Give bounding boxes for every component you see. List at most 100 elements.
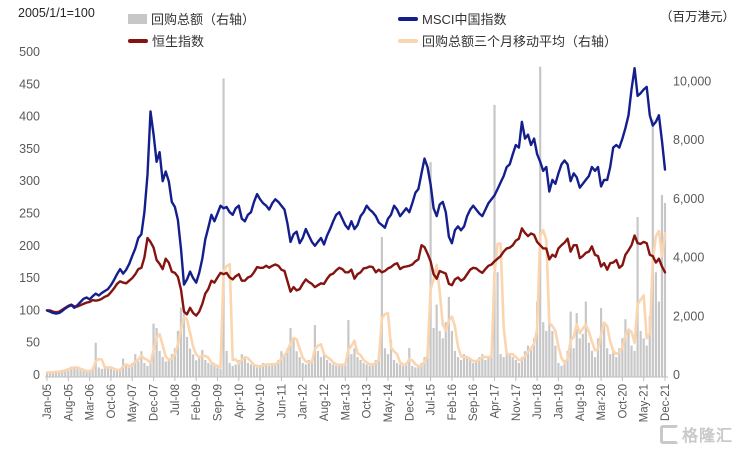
- buyback-bar: [213, 365, 216, 377]
- x-axis-tick-label: Aug-19: [575, 384, 587, 421]
- buyback-bar: [304, 364, 307, 377]
- buyback-bar: [402, 365, 405, 377]
- buyback-bar: [660, 195, 664, 377]
- buyback-bar: [322, 354, 326, 377]
- left-axis-tick-label: 300: [19, 174, 40, 188]
- buyback-bar: [259, 365, 262, 377]
- buyback-bar: [536, 301, 539, 377]
- buyback-bar: [100, 368, 103, 377]
- buyback-bar: [73, 367, 76, 377]
- x-axis-tick-label: May-21: [639, 384, 651, 422]
- buyback-bar: [106, 367, 109, 377]
- buyback-bar: [487, 357, 490, 377]
- buyback-bar: [280, 351, 283, 377]
- buyback-bar: [164, 361, 167, 377]
- buyback-bar: [198, 357, 201, 377]
- legend-item-buyback-ma: 回购总额三个月移动平均（右轴）: [398, 31, 617, 50]
- watermark: 格隆汇: [659, 422, 733, 446]
- x-axis-tick-label: Sep-16: [468, 384, 480, 421]
- x-axis-tick-label: Apr-17: [490, 384, 502, 419]
- buyback-bar: [173, 348, 176, 377]
- buyback-bar: [341, 365, 344, 377]
- buyback-bar: [462, 354, 466, 377]
- buyback-bar: [45, 371, 49, 377]
- buyback-bar: [627, 330, 630, 377]
- x-axis-tick-label: Jun-11: [276, 384, 288, 418]
- buyback-bar: [472, 362, 475, 377]
- buyback-bar: [51, 372, 55, 377]
- buyback-bar: [182, 313, 186, 377]
- buyback-bar: [298, 357, 301, 377]
- buyback-bar: [520, 357, 524, 377]
- buyback-bar: [170, 354, 173, 377]
- buyback-bar: [542, 322, 545, 377]
- buyback-bar: [97, 367, 100, 377]
- buyback-bar: [365, 364, 368, 377]
- buyback-bar: [493, 104, 496, 377]
- buyback-bar: [64, 369, 67, 377]
- x-axis-tick-label: Feb-16: [447, 384, 459, 420]
- buyback-bar: [125, 365, 128, 377]
- buyback-bar: [563, 360, 566, 377]
- buyback-bar: [277, 360, 280, 377]
- buyback-bar: [368, 365, 371, 377]
- legend-item-buyback: 回购总额（右轴）: [128, 9, 255, 28]
- buyback-bar: [55, 371, 58, 377]
- buyback-bar: [289, 328, 292, 377]
- buyback-bar: [118, 368, 122, 377]
- buyback-bar: [645, 345, 648, 377]
- left-axis-tick-label: 500: [19, 45, 40, 59]
- buyback-bar: [539, 66, 542, 378]
- buyback-bar: [167, 360, 170, 377]
- buyback-bar: [599, 308, 603, 377]
- legend-label: 恒生指数: [152, 34, 205, 49]
- buyback-bar: [161, 357, 164, 377]
- buyback-bar: [615, 357, 618, 377]
- buyback-bar: [435, 304, 438, 377]
- buyback-bar: [371, 362, 374, 377]
- x-axis-tick-label: Mar-20: [596, 384, 608, 420]
- buyback-bar: [432, 328, 435, 377]
- buyback-bar: [523, 351, 527, 377]
- buyback-bar: [554, 345, 557, 377]
- legend-item-msci: MSCI中国指数: [398, 9, 507, 28]
- buyback-bar: [621, 338, 624, 377]
- buyback-bar: [514, 360, 517, 377]
- buyback-bar: [566, 350, 569, 377]
- buyback-bar: [283, 354, 286, 377]
- buyback-bar: [606, 348, 609, 377]
- buyback-bar: [532, 338, 536, 377]
- buyback-bar: [335, 365, 338, 377]
- buyback-bar: [301, 362, 304, 377]
- buyback-bar: [271, 362, 274, 377]
- buyback-bar: [58, 371, 61, 377]
- x-axis-tick-label: Jun-18: [532, 384, 544, 419]
- x-axis-tick-label: Jan-12: [298, 384, 310, 419]
- buyback-bar: [450, 330, 453, 377]
- legend-label: 回购总额（右轴）: [151, 12, 256, 27]
- buyback-bar: [131, 362, 134, 377]
- buyback-bar: [85, 371, 88, 377]
- x-axis-tick-label: Feb-09: [191, 384, 203, 420]
- buyback-bar: [353, 348, 356, 377]
- buyback-bar: [329, 362, 332, 377]
- buyback-bar: [596, 338, 600, 377]
- buyback-bar: [447, 296, 450, 377]
- x-axis-tick-label: Mar-06: [85, 384, 97, 420]
- x-axis-tick-label: May-14: [383, 383, 395, 422]
- buyback-bar: [548, 316, 551, 377]
- left-axis-tick-label: 0: [33, 368, 40, 382]
- buyback-bar: [630, 345, 633, 377]
- buyback-bar: [386, 354, 390, 377]
- buyback-bar: [195, 360, 198, 377]
- legend-item-hsi: 恒生指数: [128, 31, 204, 50]
- buyback-bar: [262, 362, 265, 377]
- buyback-bar: [137, 361, 140, 377]
- buyback-bar: [663, 202, 667, 377]
- buyback-bar: [648, 316, 651, 377]
- buyback-bar: [88, 370, 91, 377]
- x-axis-tick-label: May-07: [127, 384, 139, 422]
- buyback-bar: [545, 330, 548, 377]
- buyback-bar: [307, 360, 310, 377]
